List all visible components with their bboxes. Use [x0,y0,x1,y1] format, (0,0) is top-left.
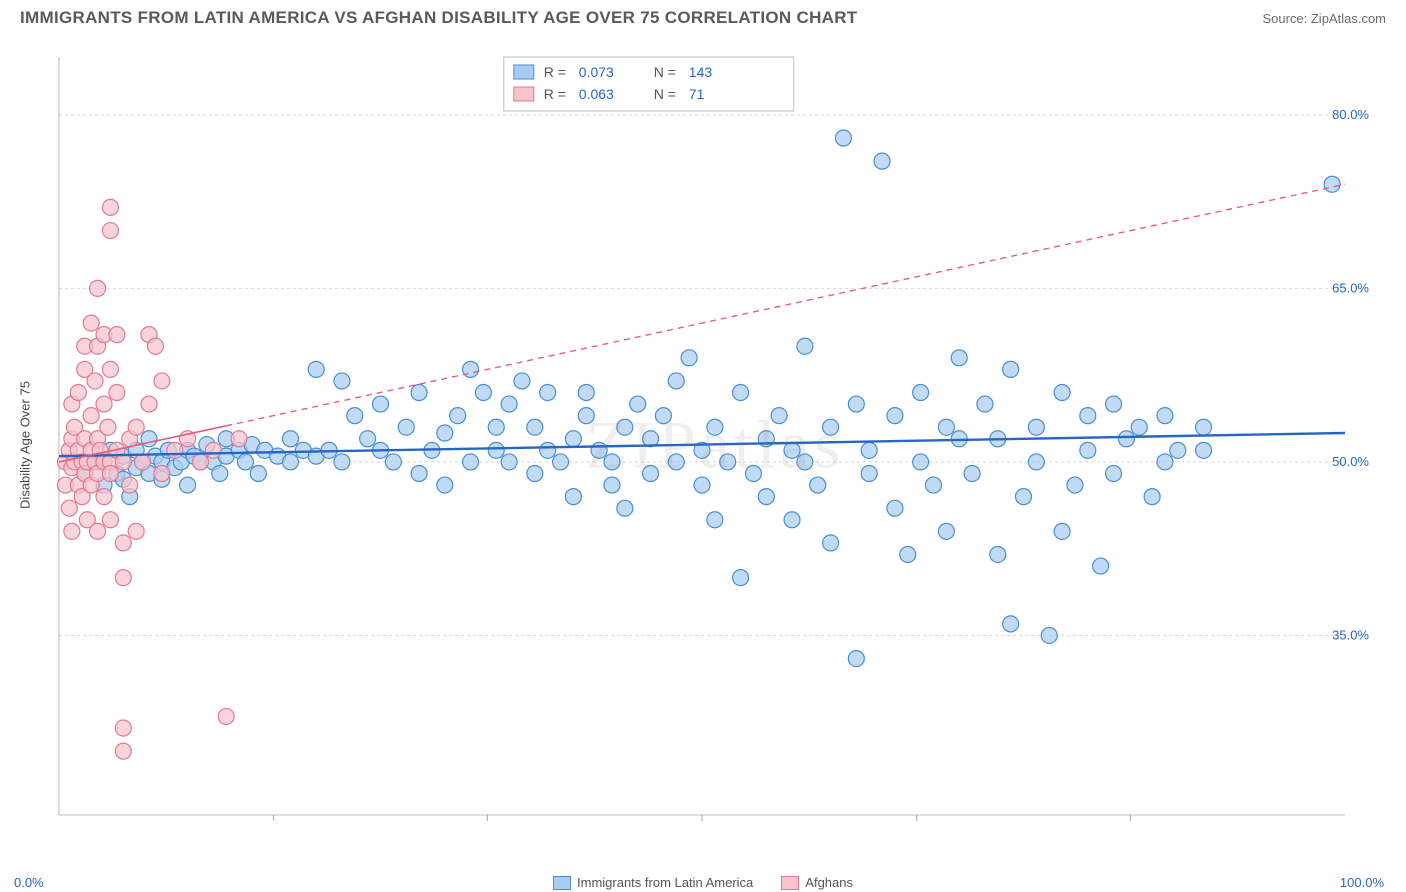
legend-label-latin: Immigrants from Latin America [577,875,753,890]
legend-label-afghan: Afghans [805,875,853,890]
scatter-plot: 35.0% 50.0% 65.0% 80.0% R = 0.073 N = 143 R = 0.0… [55,45,1375,845]
svg-text:0.073: 0.073 [579,64,614,80]
svg-text:N =: N = [654,64,676,80]
svg-text:R =: R = [544,86,566,102]
svg-text:71: 71 [689,86,705,102]
legend-item-afghan: Afghans [781,875,853,890]
svg-text:143: 143 [689,64,713,80]
svg-text:N =: N = [654,86,676,102]
legend-swatch-afghan [781,876,799,890]
chart-title: IMMIGRANTS FROM LATIN AMERICA VS AFGHAN … [20,8,857,28]
chart-container: Disability Age Over 75 35.0%50.0%65.0%80… [45,45,1385,845]
legend-swatch-latin [553,876,571,890]
svg-text:80.0%: 80.0% [1332,107,1369,122]
svg-text:50.0%: 50.0% [1332,454,1369,469]
y-axis-label: Disability Age Over 75 [18,381,33,509]
svg-text:35.0%: 35.0% [1332,627,1369,642]
chart-header: IMMIGRANTS FROM LATIN AMERICA VS AFGHAN … [0,0,1406,32]
footer-legend: Immigrants from Latin America Afghans [0,875,1406,890]
chart-source: Source: ZipAtlas.com [1262,11,1386,26]
legend-item-latin: Immigrants from Latin America [553,875,753,890]
svg-text:R =: R = [544,64,566,80]
svg-text:0.063: 0.063 [579,86,614,102]
svg-text:65.0%: 65.0% [1332,280,1369,295]
